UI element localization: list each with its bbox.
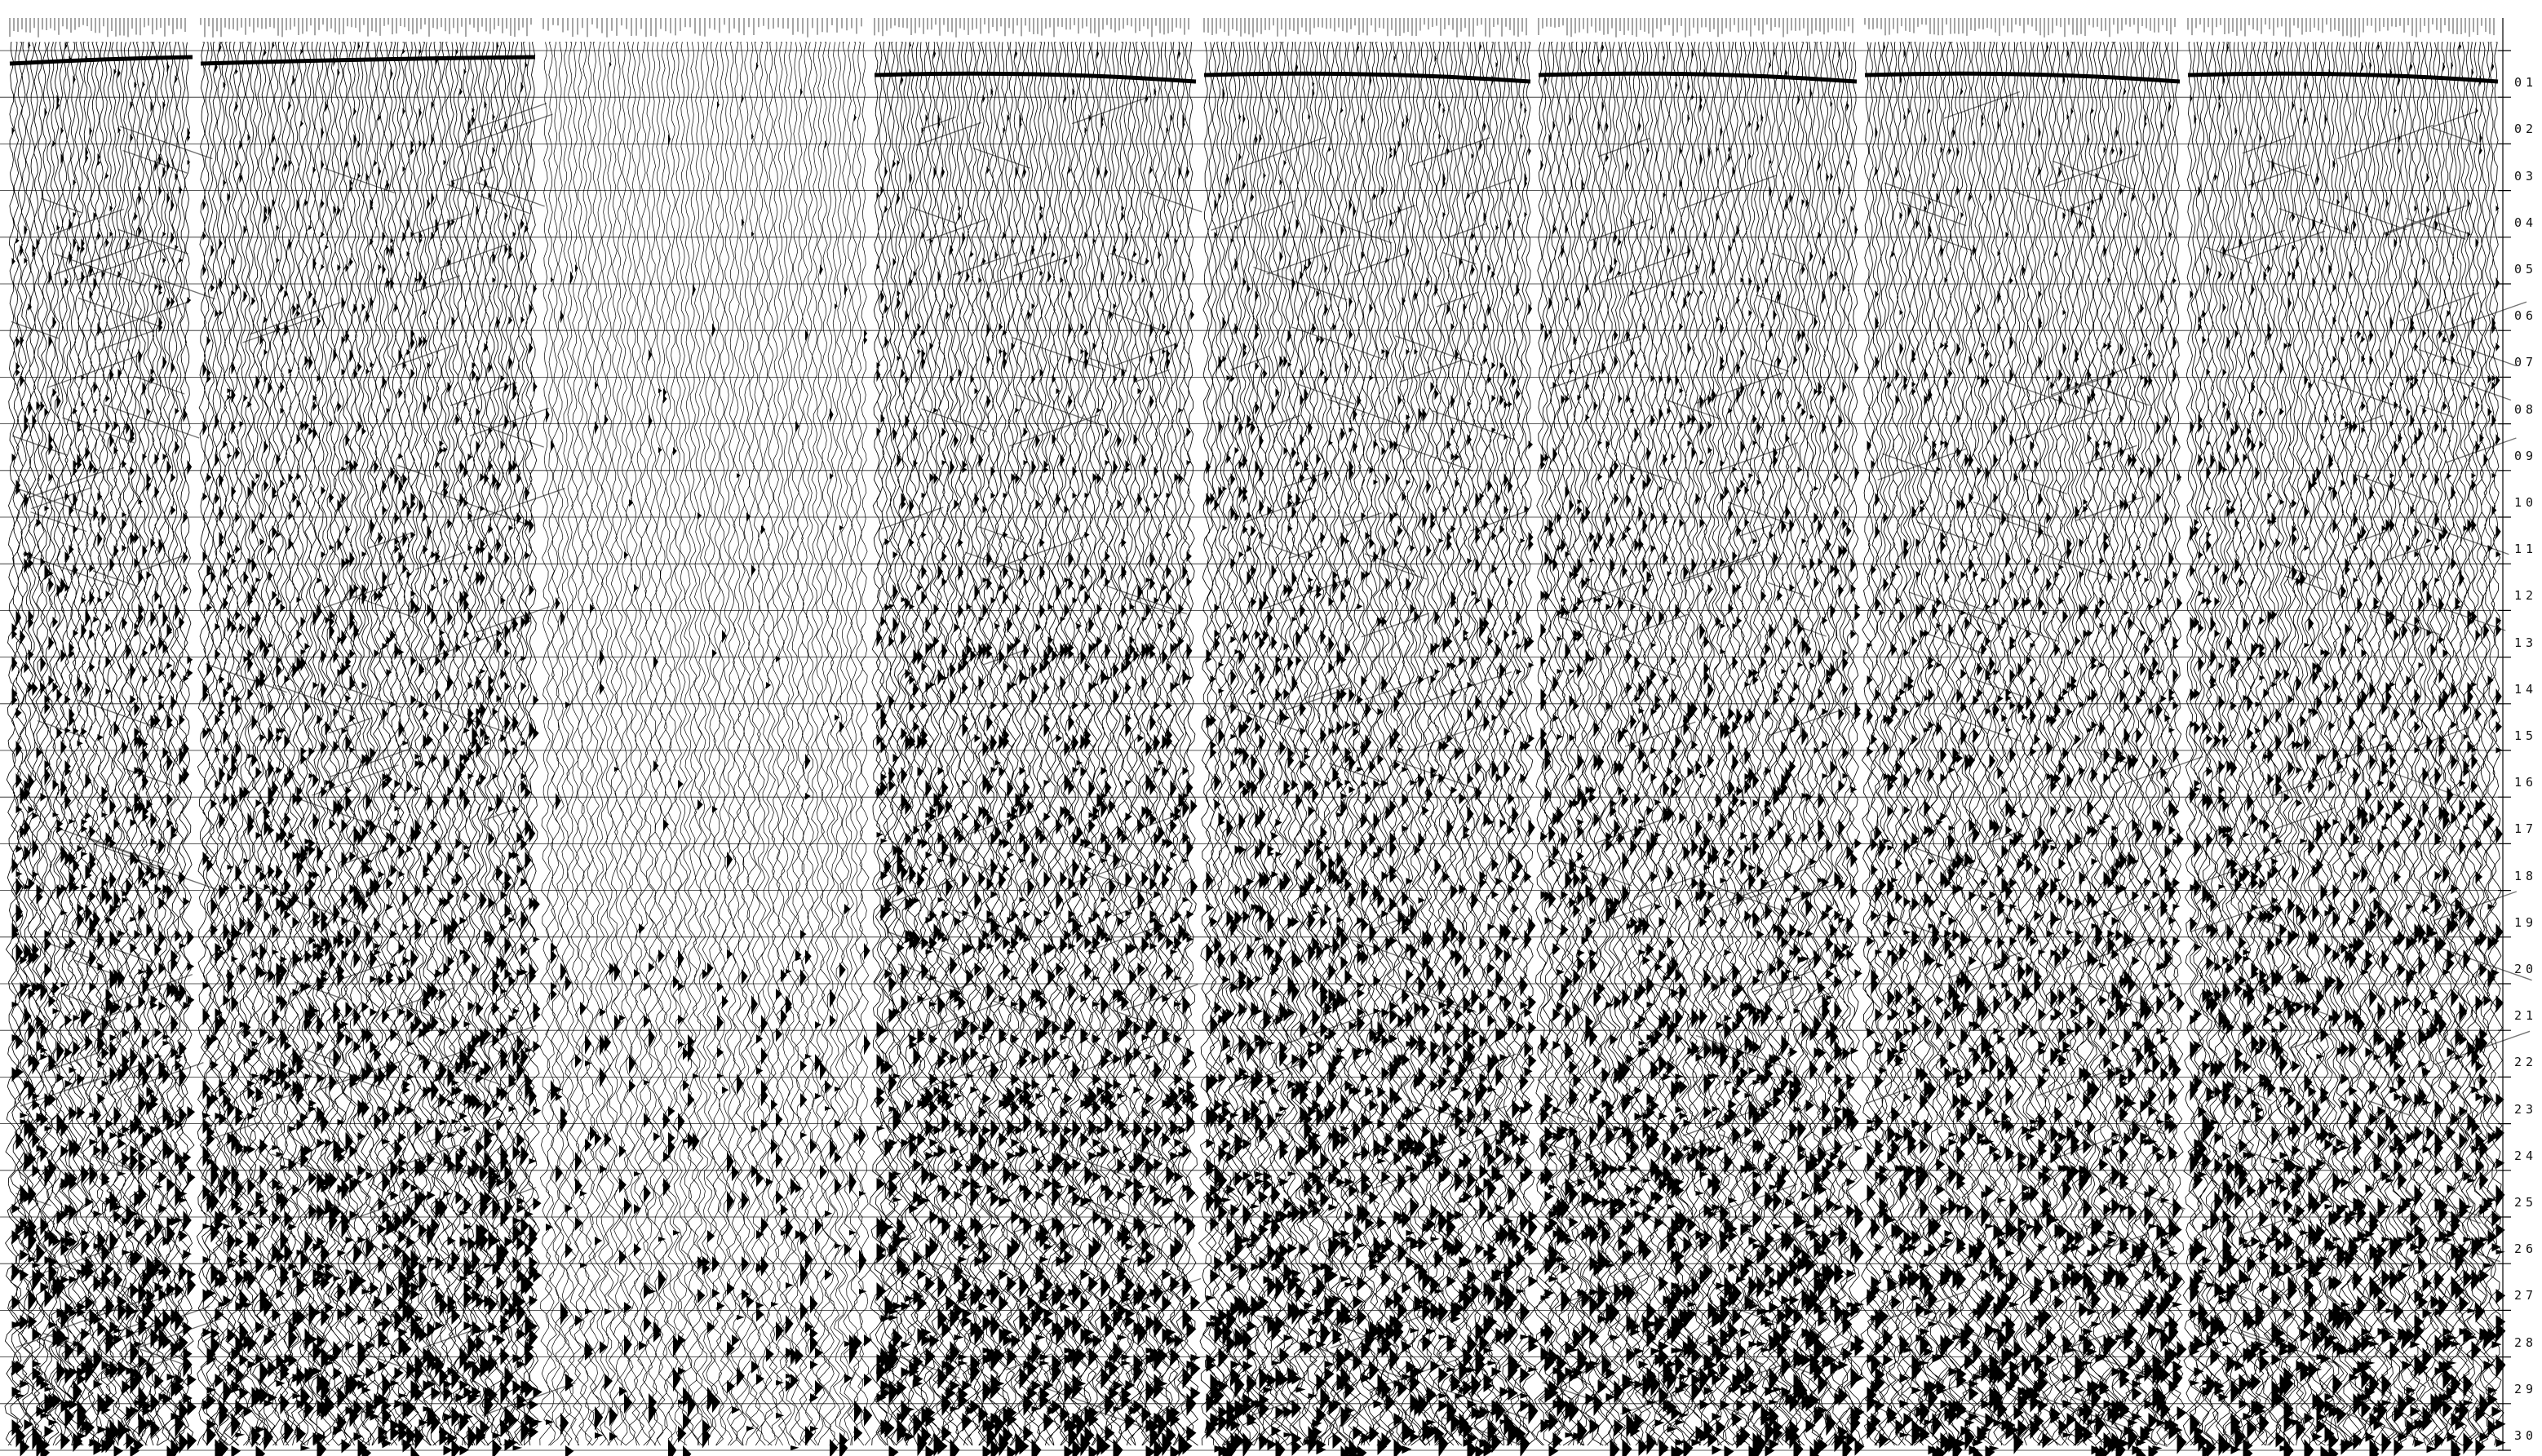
panel-5	[1198, 18, 1539, 1456]
time-axis-label: 01	[2514, 75, 2538, 91]
time-axis-label: 11	[2514, 542, 2538, 557]
time-axis-label: 20	[2514, 962, 2538, 976]
time-axis-label: 14	[2514, 681, 2538, 697]
time-axis-label: 05	[2514, 262, 2538, 277]
time-axis-label: 22	[2514, 1055, 2538, 1070]
time-axis-label: 29	[2514, 1381, 2538, 1396]
time-axis-label: 03	[2514, 168, 2538, 184]
panel-3	[539, 18, 873, 1456]
wiggle-traces	[2182, 42, 2504, 1446]
panel-4	[869, 18, 1202, 1456]
variable-area-fill	[1540, 42, 1865, 1456]
coherent-noise-streaks	[1866, 91, 2203, 1448]
first-break-reflector	[1864, 71, 2181, 84]
first-break-reflector	[2187, 71, 2499, 84]
wiggle-traces	[1198, 42, 1537, 1446]
panel-2	[196, 18, 576, 1456]
time-axis-label: 15	[2514, 728, 2538, 743]
trace-header-ticks	[1864, 18, 2176, 38]
time-axis-label: 25	[2514, 1195, 2538, 1210]
wiggle-traces	[4, 42, 195, 1446]
first-break-reflector	[1203, 71, 1531, 84]
time-axis-label: 04	[2514, 215, 2538, 230]
trace-header-ticks	[542, 18, 862, 38]
first-break-reflector	[200, 55, 536, 66]
time-axis-label: 13	[2514, 635, 2538, 650]
time-axis-label: 23	[2514, 1101, 2538, 1117]
time-axis-label: 21	[2514, 1008, 2538, 1024]
coherent-noise-streaks	[875, 95, 1202, 1439]
variable-area-fill	[546, 62, 873, 1456]
first-break-reflector	[1538, 71, 1858, 84]
variable-area-fill	[1206, 42, 1539, 1456]
time-axis-label: 27	[2514, 1288, 2538, 1303]
trace-header-ticks	[9, 18, 186, 38]
time-axis-label: 30	[2514, 1428, 2538, 1443]
trace-header-ticks	[874, 18, 1189, 38]
variable-area-fill	[11, 42, 197, 1456]
time-axis-label: 18	[2514, 868, 2538, 883]
coherent-noise-streaks	[1211, 136, 1529, 1448]
coherent-noise-streaks	[206, 102, 576, 1427]
panel-1	[4, 18, 221, 1456]
time-axis-label: 07	[2514, 355, 2538, 370]
time-axis-label: 10	[2514, 495, 2538, 510]
time-axis-label: 26	[2514, 1241, 2538, 1257]
trace-header-ticks	[1538, 18, 1853, 38]
panel-7	[1858, 18, 2203, 1456]
time-axis-label: 09	[2514, 448, 2538, 463]
panel-8	[2182, 18, 2532, 1456]
time-axis-label: 17	[2514, 821, 2538, 837]
variable-area-fill	[2190, 42, 2506, 1456]
trace-header-ticks	[200, 18, 532, 38]
trace-header-ticks	[2187, 18, 2495, 38]
time-axis-label: 06	[2514, 308, 2538, 324]
wiggle-traces	[1531, 42, 1863, 1446]
time-axis-label: 08	[2514, 401, 2538, 417]
coherent-noise-streaks	[1542, 138, 1870, 1417]
trace-header-ticks	[1203, 18, 1527, 38]
coherent-noise-streaks	[2190, 110, 2532, 1440]
time-axis-label: 12	[2514, 588, 2538, 604]
time-axis-label: 28	[2514, 1334, 2538, 1350]
time-axis-label: 19	[2514, 914, 2538, 930]
coherent-noise-streaks	[11, 126, 221, 1382]
time-axis-label: 02	[2514, 122, 2538, 137]
panel-6	[1531, 18, 1870, 1456]
wiggle-traces	[539, 42, 871, 1446]
time-axis-spine	[2498, 18, 2511, 1451]
time-axis-label: 16	[2514, 775, 2538, 790]
time-axis-label: 24	[2514, 1148, 2538, 1163]
